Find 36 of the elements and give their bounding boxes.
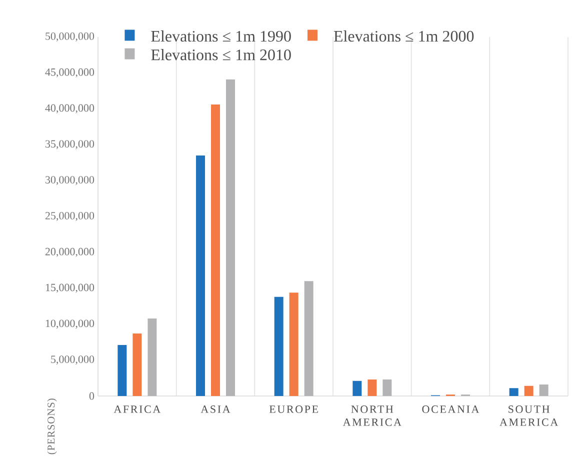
x-tick-label: EUROPE	[269, 406, 318, 413]
bar	[226, 79, 236, 396]
y-tick-label: 35,000,000	[46, 140, 94, 150]
bar	[368, 379, 377, 396]
bar	[289, 292, 298, 396]
bar	[509, 388, 518, 396]
y-tick-label: 45,000,000	[45, 68, 94, 78]
y-tick-label: 40,000,000	[45, 104, 94, 114]
y-tick-label: 20,000,000	[45, 248, 94, 257]
bar	[304, 281, 314, 396]
y-tick-label: 5,000,000	[51, 356, 94, 365]
y-tick-label: 15,000,000	[46, 284, 94, 293]
y-tick-label: 10,000,000	[46, 320, 94, 329]
y-tick-label: 0	[89, 392, 94, 400]
legend-label: Elevations ≤ 1m 2010	[151, 49, 291, 60]
bar	[196, 155, 206, 396]
x-tick-label: ASIA	[200, 406, 230, 413]
bar	[132, 334, 142, 396]
x-tick-label: AFRICA	[114, 406, 161, 413]
y-tick-label: 50,000,000	[46, 32, 94, 42]
y-axis-title: (PERSONS)	[47, 398, 57, 454]
bar	[148, 318, 157, 396]
bar	[382, 379, 392, 396]
x-tick-label: SOUTH AMERICA	[500, 406, 558, 426]
x-tick-label: OCEANIA	[422, 406, 480, 413]
x-tick-label: NORTH AMERICA	[342, 406, 402, 426]
bar	[211, 104, 220, 396]
y-tick-label: 30,000,000	[46, 176, 94, 186]
bar	[274, 296, 284, 396]
legend-label: Elevations ≤ 1m 2000	[334, 30, 474, 42]
bar	[352, 380, 362, 396]
bar	[524, 386, 534, 396]
legend-label: Elevations ≤ 1m 1990	[151, 30, 291, 42]
y-tick-label: 25,000,000	[45, 212, 94, 221]
bar	[118, 345, 127, 396]
bar	[539, 384, 548, 396]
